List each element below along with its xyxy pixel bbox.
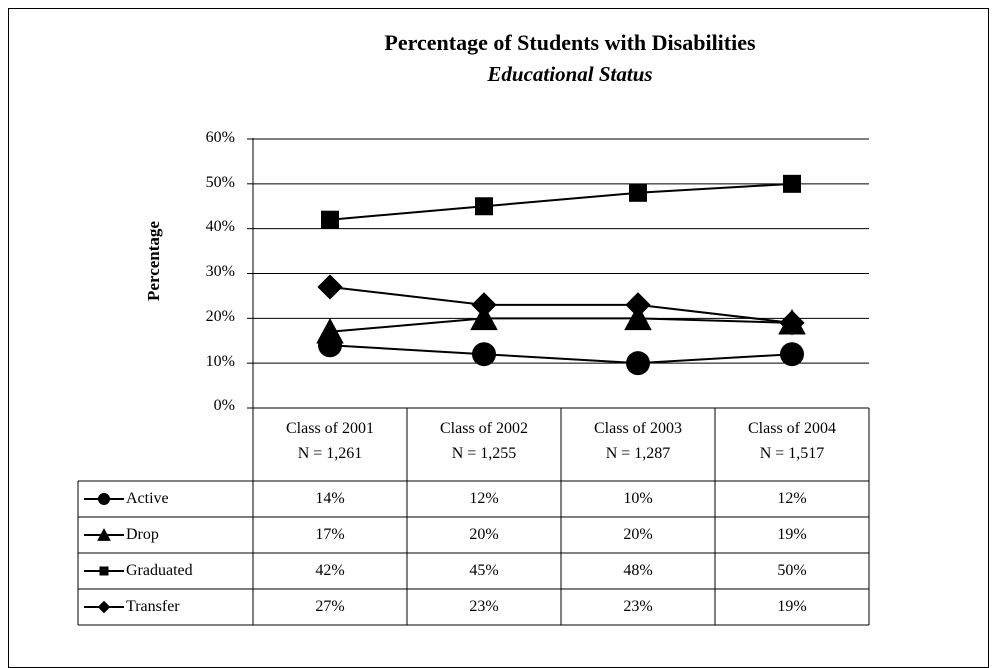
table-cell: 12% [469, 490, 499, 507]
data-point-transfer [779, 310, 805, 336]
legend-marker-transfer [97, 600, 111, 614]
legend-label-graduated: Graduated [126, 562, 193, 579]
table-cell: 14% [315, 490, 345, 507]
table-cell: 10% [623, 490, 653, 507]
category-header: Class of 2004 N = 1,517 [715, 408, 869, 481]
data-point-active [472, 342, 496, 367]
series-line-graduated [329, 182, 793, 221]
series-line-active [329, 344, 793, 365]
series-layer [316, 174, 806, 376]
data-point-transfer [317, 274, 343, 300]
table-cell: 20% [623, 526, 653, 543]
table-cell: 12% [777, 490, 807, 507]
data-point-transfer [471, 292, 497, 318]
table-cell: 19% [777, 526, 807, 543]
legend-label-transfer: Transfer [126, 598, 180, 615]
y-tick-label: 20% [205, 308, 235, 325]
data-point-active [626, 351, 650, 376]
table-cell: 17% [315, 526, 345, 543]
category-count: N = 1,261 [297, 445, 363, 462]
table-cell: 50% [777, 562, 807, 579]
category-name: Class of 2003 [594, 420, 682, 437]
y-tick-label: 0% [213, 397, 235, 414]
y-tick-label: 10% [205, 353, 235, 370]
chart-subtitle: Educational Status [487, 62, 653, 86]
data-point-graduated [783, 174, 801, 193]
data-point-graduated [629, 183, 647, 202]
category-name: Class of 2002 [440, 420, 528, 437]
table-cell: 23% [623, 598, 653, 615]
y-tick-label: 40% [205, 218, 235, 235]
grid-lines [247, 138, 869, 409]
table-cell: 23% [469, 598, 499, 615]
y-tick-label: 60% [205, 129, 235, 146]
chart-title: Percentage of Students with Disabilities [384, 30, 756, 55]
legend-marker-drop [97, 528, 111, 541]
table-cell: 20% [469, 526, 499, 543]
legend-label-active: Active [126, 490, 169, 507]
legend-label-drop: Drop [126, 526, 159, 543]
table-cell: 42% [315, 562, 345, 579]
table-cell: 48% [623, 562, 653, 579]
category-header: Class of 2002 N = 1,255 [407, 408, 561, 481]
category-name: Class of 2001 [286, 420, 374, 437]
category-count: N = 1,255 [451, 445, 517, 462]
data-point-active [780, 342, 804, 367]
category-name: Class of 2004 [748, 420, 836, 437]
series-line-transfer [329, 285, 793, 324]
category-count: N = 1,517 [759, 445, 825, 462]
data-point-graduated [475, 197, 493, 216]
table-cell: 27% [315, 598, 345, 615]
y-tick-label: 50% [205, 174, 235, 191]
legend-marker-active [98, 493, 110, 505]
data-point-drop [316, 317, 344, 344]
line-chart [77, 138, 870, 626]
y-tick-label: 30% [205, 263, 235, 280]
data-point-graduated [321, 210, 339, 229]
category-header: Class of 2003 N = 1,287 [561, 408, 715, 481]
table-cell: 45% [469, 562, 499, 579]
category-count: N = 1,287 [605, 445, 671, 462]
data-point-transfer [625, 292, 651, 318]
data-table-grid [77, 408, 870, 626]
legend-marker-graduated [99, 566, 109, 576]
series-line-drop [329, 317, 793, 333]
table-cell: 19% [777, 598, 807, 615]
category-header: Class of 2001 N = 1,261 [253, 408, 407, 481]
legend-keys [84, 493, 124, 614]
